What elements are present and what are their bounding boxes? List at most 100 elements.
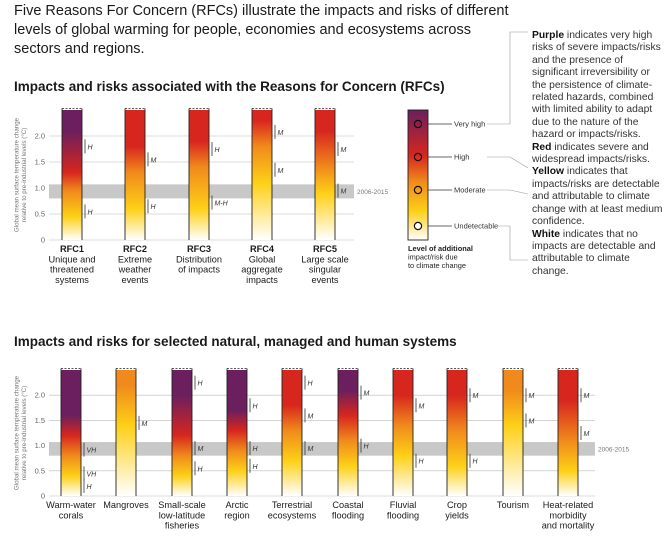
key-caption-line: impact/risk due <box>408 253 458 262</box>
confidence-label: H <box>88 144 94 151</box>
legend-white-text: indicates that no impacts are detectable… <box>532 228 656 277</box>
confidence-label: M <box>584 393 590 400</box>
key-level-marker <box>413 119 423 129</box>
confidence-label: M <box>364 391 370 398</box>
category-label-line: region <box>224 510 250 520</box>
rfc-section-title: Impacts and risks associated with the Re… <box>14 79 445 94</box>
category-label-line: weather <box>118 265 152 275</box>
confidence-label: VH <box>87 448 98 455</box>
risk-bar <box>172 370 192 496</box>
y-tick-label: 1.0 <box>35 184 45 193</box>
y-axis-label-line: Global mean surface temperature change <box>14 375 21 490</box>
band-label: 2006-2015 <box>598 446 629 453</box>
key-caption-line: Level of additional <box>408 244 473 253</box>
legend-connector <box>487 31 528 125</box>
category-label-line: threatened <box>50 265 94 275</box>
category-label-line: Arctic <box>226 500 249 510</box>
category-label-line: RFC5 <box>313 244 337 254</box>
confidence-label: H <box>253 446 259 453</box>
confidence-label: H <box>88 209 94 216</box>
category-label-line: RFC2 <box>123 244 147 254</box>
page-title: Five Reasons For Concern (RFCs) illustra… <box>14 3 509 57</box>
confidence-label: M <box>341 147 347 154</box>
category-label: Arctic region <box>224 500 250 520</box>
category-label-line: Mangroves <box>103 500 149 510</box>
legend-connector <box>497 225 528 261</box>
category-label: RFC4 Global aggregate impacts <box>241 244 282 285</box>
y-tick-label: 2.0 <box>35 391 45 400</box>
confidence-label: H <box>87 484 93 491</box>
category-label: RFC3 Distribution of impacts <box>176 244 222 275</box>
systems-section-title: Impacts and risks for selected natural, … <box>14 334 457 349</box>
category-label: Crop yields <box>445 500 469 520</box>
category-label-line: fisheries <box>165 521 200 531</box>
confidence-label: H <box>151 204 157 211</box>
confidence-label: H <box>198 381 204 388</box>
legend-purple-word: Purple <box>532 30 565 41</box>
risk-bar <box>338 370 358 496</box>
rfc-chart: Global mean surface temperature changere… <box>14 108 388 285</box>
legend-description: Purple indicates very high risks of seve… <box>532 30 664 278</box>
y-tick-label: 0.5 <box>35 210 45 219</box>
legend-yellow-word: Yellow <box>532 166 565 178</box>
risk-bar <box>61 370 81 496</box>
legend-connector <box>487 156 529 169</box>
legend-purple: Purple indicates very high risks of seve… <box>532 30 664 142</box>
risk-bar <box>393 370 413 496</box>
category-label-line: Tourism <box>497 500 530 510</box>
legend-white-word: White <box>532 228 561 240</box>
key-level-label: Moderate <box>454 186 486 195</box>
y-axis-label-line: relative to pre-industrial levels (°C) <box>21 128 28 223</box>
risk-bar <box>447 370 467 496</box>
category-label-line: Extreme <box>118 254 152 264</box>
confidence-label: H <box>253 464 259 471</box>
category-label-line: impacts <box>246 275 278 285</box>
confidence-label: M-H <box>215 201 229 208</box>
category-label-line: morbidity <box>549 510 587 520</box>
category-label: Terrestrial ecosystems <box>268 500 317 520</box>
confidence-label: M <box>473 393 479 400</box>
legend-purple-text: indicates very high risks of severe impa… <box>532 30 661 141</box>
category-label-line: ecosystems <box>268 510 317 520</box>
category-label-line: Small-scale <box>158 500 205 510</box>
category-label: Coastal flooding <box>332 500 364 520</box>
key-level-marker <box>413 221 423 231</box>
confidence-label: H <box>198 466 204 473</box>
y-tick-label: 1.5 <box>35 158 45 167</box>
legend-red-word: Red <box>532 141 552 153</box>
category-label-line: Unique and <box>49 254 96 264</box>
key-level-marker <box>413 152 423 162</box>
category-label-line: Fluvial <box>390 500 417 510</box>
category-label-line: events <box>311 275 338 285</box>
confidence-label: M <box>584 431 590 438</box>
category-label-line: RFC3 <box>187 244 211 254</box>
confidence-label: M <box>308 413 314 420</box>
category-label-line: corals <box>59 510 84 520</box>
confidence-label: M <box>278 130 284 137</box>
y-axis-label: Global mean surface temperature changere… <box>14 375 29 490</box>
key-caption: Level of additional impact/risk due to cli… <box>408 244 473 270</box>
category-label: Small-scale low-latitude fisheries <box>158 500 205 531</box>
risk-bar <box>503 370 523 496</box>
y-tick-label: 2.0 <box>35 132 45 141</box>
category-label-line: systems <box>55 275 89 285</box>
category-label: Heat-related morbidity and mortality <box>542 500 595 531</box>
category-label-line: RFC1 <box>60 244 84 254</box>
legend-red-text: indicates severe and widespread impacts/… <box>532 141 650 166</box>
key-level-marker <box>413 185 423 195</box>
key-level-label: Undetectable <box>454 222 498 231</box>
y-tick-label: 1.0 <box>35 441 45 450</box>
confidence-label: M <box>142 421 148 428</box>
confidence-label: M <box>198 446 204 453</box>
category-label: Fluvial flooding <box>387 500 419 520</box>
y-axis-label-line: relative to pre-industrial levels (°C) <box>21 386 28 481</box>
category-label-line: Crop <box>447 500 467 510</box>
category-label: Warm-water corals <box>46 500 96 520</box>
category-label-line: yields <box>445 510 469 520</box>
risk-bar <box>116 370 136 496</box>
category-label: Tourism <box>497 500 530 510</box>
legend-key: Very high High Moderate Undetectable Level o… <box>407 31 529 270</box>
confidence-label: M <box>419 403 425 410</box>
confidence-label: H <box>419 459 425 466</box>
